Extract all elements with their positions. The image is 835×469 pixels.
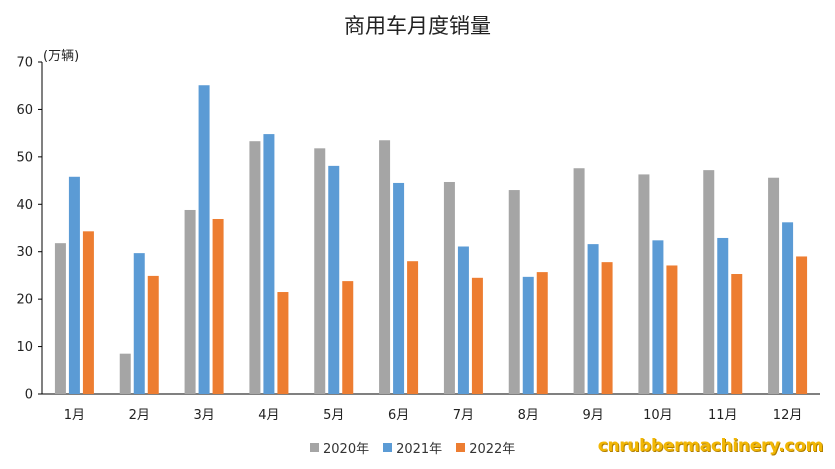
bar-2020年-10月 [638, 174, 650, 394]
x-tick-label: 7月 [453, 408, 474, 423]
bar-2021年-2月 [133, 253, 145, 394]
y-tick-label: 70 [16, 56, 33, 71]
y-axis-unit-label: (万辆) [43, 49, 80, 64]
legend-swatch-2021 [383, 443, 393, 452]
x-tick-label: 4月 [258, 408, 279, 423]
bar-2022年-8月 [536, 272, 548, 394]
legend: 2020年 2021年 2022年 [310, 438, 515, 457]
bar-2020年-6月 [379, 140, 391, 394]
y-tick-label: 60 [16, 103, 33, 118]
legend-label-2020: 2020年 [323, 442, 370, 457]
bar-2021年-11月 [717, 237, 729, 394]
bar-2020年-3月 [184, 209, 196, 394]
legend-item-2022: 2022年 [456, 438, 515, 457]
x-tick-label: 12月 [773, 408, 803, 423]
x-tick-label: 5月 [323, 408, 344, 423]
bar-2022年-12月 [796, 256, 808, 394]
watermark-logo: cnrubbermachinery.com [597, 436, 824, 456]
bar-2020年-2月 [119, 353, 131, 394]
bar-2021年-1月 [68, 176, 80, 394]
x-tick-label: 3月 [193, 408, 214, 423]
bar-2021年-3月 [198, 85, 210, 395]
chart-title: 商用车月度销量 [344, 14, 491, 38]
y-tick-label: 50 [16, 150, 33, 165]
legend-swatch-2022 [456, 443, 466, 452]
bar-2022年-6月 [407, 261, 419, 394]
bar-2021年-12月 [782, 222, 794, 394]
bar-2022年-3月 [212, 218, 224, 394]
bar-2020年-7月 [443, 181, 455, 394]
bar-2022年-5月 [342, 281, 354, 394]
bar-2022年-10月 [666, 265, 678, 394]
bar-2021年-5月 [328, 165, 340, 394]
legend-swatch-2020 [310, 443, 319, 452]
y-tick-label: 10 [16, 340, 33, 355]
bar-2021年-9月 [587, 244, 599, 394]
bar-2021年-6月 [393, 182, 405, 394]
x-tick-label: 1月 [64, 408, 85, 423]
y-tick-label: 40 [16, 198, 33, 213]
bar-2020年-5月 [314, 148, 326, 394]
x-tick-label: 2月 [129, 408, 150, 423]
bar-2022年-1月 [82, 231, 94, 394]
x-tick-label: 6月 [388, 408, 409, 423]
x-tick-label: 8月 [518, 408, 539, 423]
bar-2021年-4月 [263, 134, 275, 394]
bar-2020年-1月 [54, 243, 66, 394]
x-tick-label: 9月 [582, 408, 603, 423]
bar-2020年-8月 [508, 190, 520, 394]
bar-2021年-8月 [522, 276, 534, 394]
bar-2020年-12月 [768, 177, 780, 394]
legend-label-2022: 2022年 [469, 442, 516, 457]
bar-2022年-2月 [147, 275, 159, 394]
legend-label-2021: 2021年 [396, 442, 443, 457]
bar-2020年-4月 [249, 141, 261, 394]
y-tick-label: 0 [25, 388, 33, 403]
legend-item-2021: 2021年 [383, 438, 442, 457]
y-tick-label: 20 [16, 293, 33, 308]
bar-2020年-9月 [573, 168, 585, 394]
y-tick-label: 30 [16, 245, 33, 260]
bar-2021年-7月 [457, 246, 469, 394]
bar-2022年-4月 [277, 292, 289, 394]
bar-2022年-9月 [601, 262, 613, 394]
x-tick-label: 10月 [643, 408, 673, 423]
bar-2022年-7月 [471, 277, 483, 394]
legend-item-2020: 2020年 [310, 438, 369, 457]
bar-2021年-10月 [652, 240, 664, 394]
x-tick-label: 11月 [708, 408, 738, 423]
bar-2020年-11月 [703, 170, 715, 394]
bar-2022年-11月 [731, 274, 743, 394]
